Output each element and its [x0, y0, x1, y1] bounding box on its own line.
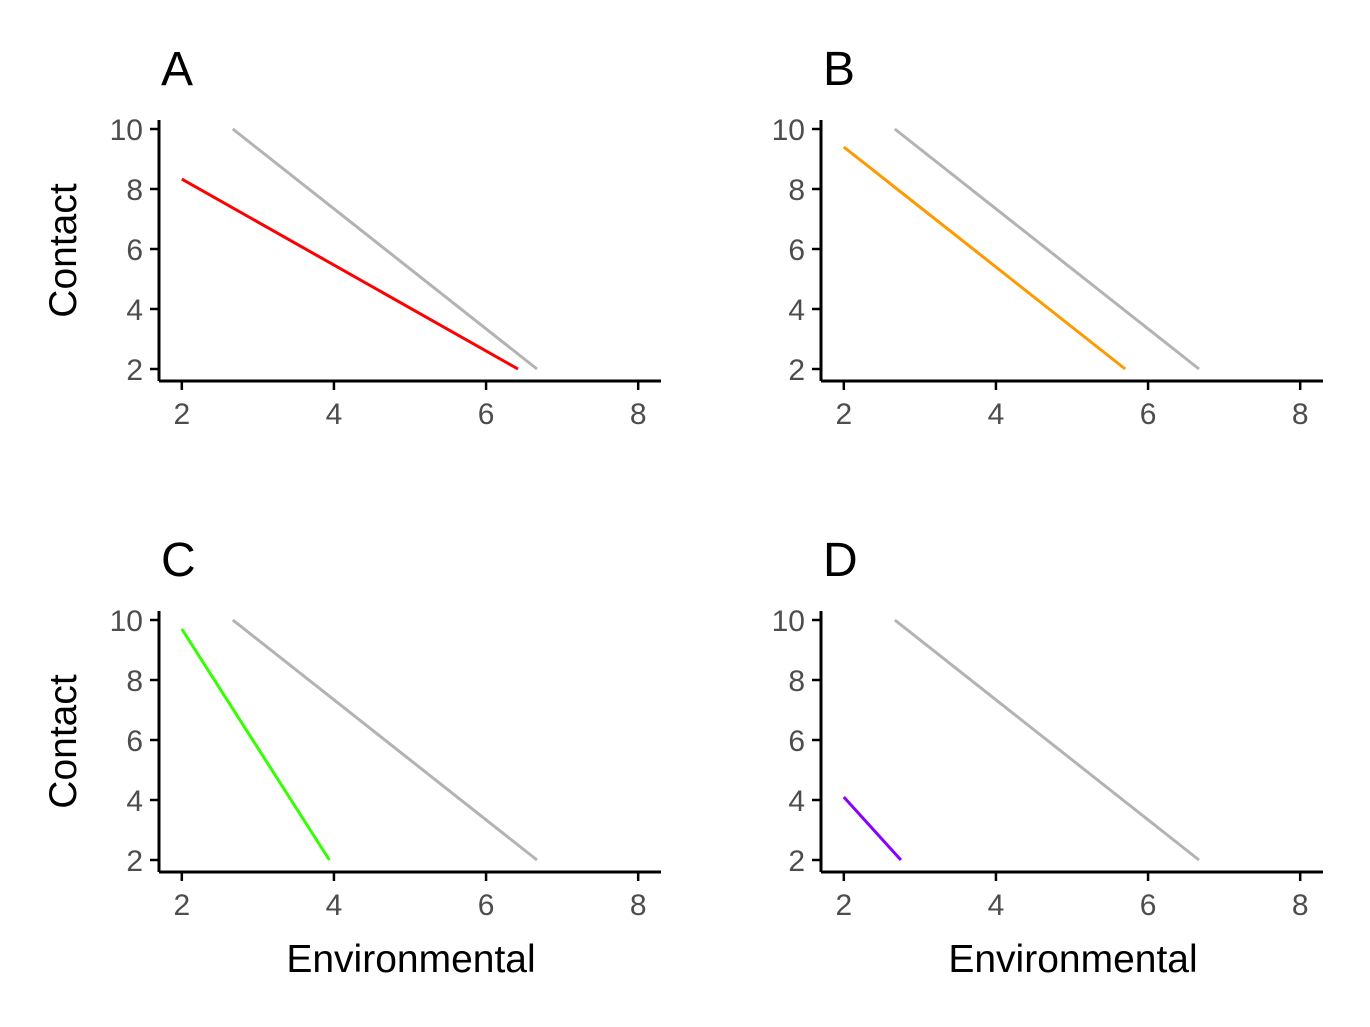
reference-line — [893, 127, 1200, 371]
y-tick-label: 6 — [788, 234, 805, 267]
y-tick-label: 2 — [126, 354, 143, 387]
panel-a: A 2 4 6 8 2 4 6 8 10 Contact — [42, 43, 661, 431]
panel-d: D 2 4 6 8 2 4 6 8 10 Environmental — [772, 534, 1323, 981]
x-tick-label: 8 — [1292, 398, 1309, 431]
series-line — [842, 795, 903, 862]
x-tick-label: 6 — [478, 889, 495, 922]
y-tick-label: 6 — [788, 725, 805, 758]
x-tick-label: 6 — [478, 398, 495, 431]
y-tick-label: 4 — [788, 294, 805, 327]
y-tick-label: 10 — [772, 605, 805, 638]
reference-line — [231, 127, 538, 371]
reference-line — [231, 618, 538, 862]
y-axis-title: Contact — [42, 183, 85, 318]
y-tick-label: 10 — [110, 605, 143, 638]
x-tick-label: 2 — [835, 398, 852, 431]
y-tick-label: 4 — [126, 785, 143, 818]
x-axis-title: Environmental — [948, 938, 1197, 981]
x-tick-label: 4 — [988, 889, 1005, 922]
panel-tag: C — [161, 534, 196, 587]
y-tick-label: 10 — [110, 114, 143, 147]
y-tick-label: 8 — [126, 665, 143, 698]
panel-b: B 2 4 6 8 2 4 6 8 10 — [772, 43, 1323, 431]
y-tick-label: 8 — [126, 174, 143, 207]
y-axis-title: Contact — [42, 674, 85, 809]
reference-line — [893, 618, 1200, 862]
x-tick-label: 8 — [630, 398, 647, 431]
x-tick-label: 8 — [630, 889, 647, 922]
panel-tag: D — [823, 534, 858, 587]
y-tick-label: 2 — [126, 845, 143, 878]
x-tick-label: 6 — [1140, 398, 1157, 431]
y-tick-label: 4 — [126, 294, 143, 327]
y-tick-label: 2 — [788, 845, 805, 878]
x-tick-label: 2 — [835, 889, 852, 922]
panel-tag: B — [823, 43, 855, 96]
series-line — [842, 145, 1127, 371]
panel-c: C 2 4 6 8 2 4 6 8 10 Contact Environmental — [42, 534, 661, 981]
y-tick-label: 8 — [788, 174, 805, 207]
y-tick-label: 2 — [788, 354, 805, 387]
y-tick-label: 8 — [788, 665, 805, 698]
y-tick-label: 4 — [788, 785, 805, 818]
x-tick-label: 8 — [1292, 889, 1309, 922]
x-axis-title: Environmental — [286, 938, 535, 981]
panel-tag: A — [161, 43, 193, 96]
x-tick-label: 2 — [173, 398, 190, 431]
y-tick-label: 6 — [126, 725, 143, 758]
x-tick-label: 4 — [988, 398, 1005, 431]
x-tick-label: 4 — [326, 889, 343, 922]
x-tick-label: 2 — [173, 889, 190, 922]
y-tick-label: 6 — [126, 234, 143, 267]
y-tick-label: 10 — [772, 114, 805, 147]
x-tick-label: 4 — [326, 398, 343, 431]
x-tick-label: 6 — [1140, 889, 1157, 922]
series-line — [181, 177, 519, 371]
series-line — [180, 628, 331, 861]
